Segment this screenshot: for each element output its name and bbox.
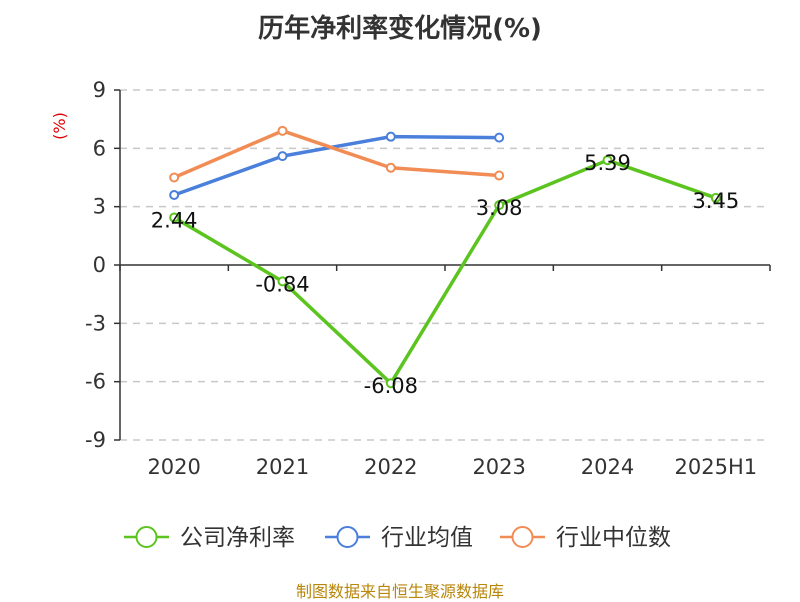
legend-label: 公司净利率 xyxy=(180,525,295,551)
data-point xyxy=(494,132,505,143)
y-tick-label: -9 xyxy=(85,428,106,452)
data-point xyxy=(710,192,721,203)
data-point xyxy=(385,162,396,173)
x-tick-label: 2020 xyxy=(147,455,200,479)
data-label: -0.84 xyxy=(255,272,309,296)
x-tick-label: 2023 xyxy=(472,455,525,479)
x-tick-label: 2025H1 xyxy=(675,455,758,479)
series-line-2 xyxy=(173,129,500,180)
x-tick-label: 2021 xyxy=(256,455,309,479)
legend-marker xyxy=(135,526,158,548)
axes: 9 6 3 0 -3 -6 -9 2020 2021 2022 2023 2024 2025H1 xyxy=(85,78,771,479)
series-line-0 xyxy=(173,158,717,385)
y-tick-label: 0 xyxy=(93,253,106,277)
data-point xyxy=(385,378,396,389)
data-point xyxy=(169,212,180,223)
chart-title: 历年净利率变化情况(%) xyxy=(258,14,542,44)
y-tick-label: 9 xyxy=(93,78,106,102)
data-point xyxy=(602,155,613,166)
data-labels: 2.44 -0.84 -6.08 3.08 5.39 3.45 xyxy=(151,151,739,398)
x-tick-label: 2024 xyxy=(581,455,634,479)
data-label: 5.39 xyxy=(584,151,631,175)
data-label: 3.45 xyxy=(692,189,739,213)
data-point xyxy=(169,190,180,200)
data-label: -6.08 xyxy=(364,374,418,398)
grid xyxy=(120,89,770,441)
x-tick-label: 2022 xyxy=(364,455,417,479)
legend: 公司净利率 行业均值 行业中位数 xyxy=(124,525,671,551)
legend-marker xyxy=(336,526,359,548)
data-point xyxy=(169,172,180,183)
legend-label: 行业均值 xyxy=(381,525,473,551)
data-point xyxy=(277,151,288,162)
legend-marker xyxy=(511,526,534,548)
data-point xyxy=(494,170,505,181)
data-label: 3.08 xyxy=(476,196,523,220)
y-tick-label: 6 xyxy=(93,136,106,160)
data-point xyxy=(494,200,505,211)
data-point xyxy=(277,125,288,136)
y-tick-label: 3 xyxy=(93,195,106,219)
data-point xyxy=(385,131,396,142)
series-lines xyxy=(169,125,721,389)
y-unit-label: (%) xyxy=(50,112,69,140)
series-line-1 xyxy=(173,134,500,197)
data-source-note: 制图数据来自恒生聚源数据库 xyxy=(295,582,504,601)
y-tick-label: -3 xyxy=(85,311,106,335)
data-label: 2.44 xyxy=(151,209,198,233)
y-tick-label: -6 xyxy=(85,370,106,394)
legend-label: 行业中位数 xyxy=(556,525,671,551)
data-point xyxy=(277,276,288,287)
